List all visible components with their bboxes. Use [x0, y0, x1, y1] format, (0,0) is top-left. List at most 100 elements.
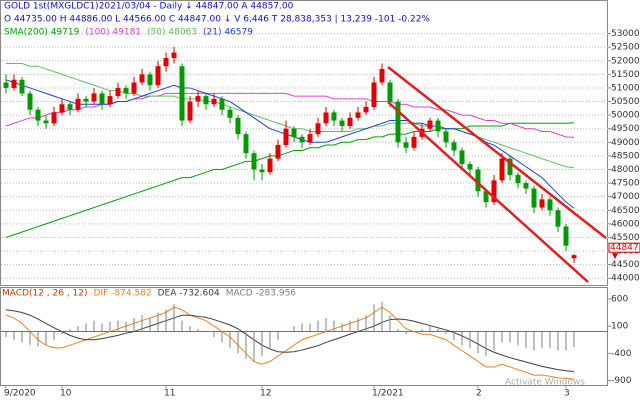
macd-panel — [0, 287, 608, 386]
legend-entry: SMA(200) 49719 — [4, 28, 80, 38]
candle-body — [187, 101, 193, 121]
y-tick-label: 47000 — [611, 192, 640, 202]
candle-body — [459, 150, 465, 165]
y-tick-label: 46000 — [611, 219, 640, 229]
price-tag-box — [608, 242, 640, 253]
candle-body — [211, 98, 217, 105]
series-line — [5, 122, 575, 238]
series-line — [5, 306, 575, 380]
candle-body — [403, 142, 409, 148]
candle-body — [11, 79, 17, 88]
candle-body — [315, 123, 321, 135]
y-tick-label: 52000 — [611, 56, 640, 66]
y-tick-label: 50000 — [611, 111, 640, 121]
channel-lower — [387, 101, 589, 283]
y-tick-label: -400 — [611, 349, 632, 359]
y-tick-label: 47500 — [611, 179, 640, 189]
candle-body — [179, 66, 185, 121]
candle-body — [323, 112, 329, 124]
candle-body — [443, 131, 449, 143]
candle-body — [99, 93, 105, 105]
y-tick-label: 48000 — [611, 165, 640, 175]
y-tick-label: 49000 — [611, 138, 640, 148]
candle-body — [467, 164, 473, 170]
macd-title: MACD(12 , 26 , 12) — [2, 289, 88, 299]
candle-body — [475, 169, 481, 192]
candle-body — [363, 106, 369, 113]
candle-body — [555, 210, 561, 227]
candle-body — [571, 255, 577, 259]
legend-entry: (50) 48063 — [147, 28, 197, 38]
candle-body — [411, 136, 417, 148]
price-panel — [0, 0, 608, 286]
y-tick-label: 51500 — [611, 70, 640, 80]
legend-entry: (21) 46579 — [203, 28, 253, 38]
candle-body — [483, 191, 489, 203]
y-tick-label: 49500 — [611, 124, 640, 134]
candle-body — [427, 120, 433, 129]
candle-body — [347, 117, 353, 126]
candle-body — [307, 134, 313, 143]
candle-body — [531, 188, 537, 208]
candle-body — [515, 174, 521, 184]
series-line — [5, 309, 575, 372]
x-tick-label: 3 — [564, 389, 570, 399]
y-tick-label: 48500 — [611, 151, 640, 161]
legend-entry: (100) 49181 — [85, 28, 141, 38]
channel-upper — [387, 66, 607, 239]
y-tick-label: 45500 — [611, 233, 640, 243]
candle-body — [491, 180, 497, 203]
x-tick-label: 11 — [164, 389, 175, 399]
candle-body — [395, 101, 401, 143]
candle-body — [59, 104, 65, 113]
candle-body — [283, 128, 289, 146]
y-tick-label: 44500 — [611, 260, 640, 270]
candle-body — [163, 58, 169, 67]
candle-body — [147, 74, 153, 86]
y-tick-label: -900 — [611, 376, 632, 386]
x-tick-label: 12 — [260, 389, 271, 399]
candle-body — [267, 158, 273, 173]
candle-body — [19, 79, 25, 94]
candle-body — [235, 117, 241, 135]
candle-body — [35, 109, 41, 121]
y-tick-label: 52500 — [611, 43, 640, 53]
candle-body — [563, 226, 569, 246]
candle-body — [195, 96, 201, 102]
legend-entry: DEA -732.604 — [158, 289, 220, 299]
candle-body — [547, 199, 553, 211]
candle-body — [371, 82, 377, 107]
x-tick-label: 1/2021 — [372, 389, 404, 399]
chart-title: GOLD 1st(MXGLDC1)2021/03/04 - Daily ↓ 44… — [4, 2, 294, 12]
y-tick-label: 51000 — [611, 83, 640, 93]
candle-body — [131, 82, 137, 94]
candle-body — [43, 120, 49, 124]
candle-body — [115, 87, 121, 97]
candle-body — [123, 87, 129, 94]
candle-body — [291, 128, 297, 137]
y-tick-label: 46500 — [611, 206, 640, 216]
candle-body — [379, 68, 385, 83]
candle-body — [243, 134, 249, 154]
x-tick-label: 2 — [476, 389, 482, 399]
candle-body — [203, 96, 209, 105]
candle-body — [451, 142, 457, 151]
candle-body — [139, 74, 145, 83]
candle-body — [499, 158, 505, 181]
candle-body — [339, 120, 345, 126]
candle-body — [507, 158, 513, 175]
candle-body — [523, 183, 529, 189]
candle-body — [275, 145, 281, 159]
candle-body — [51, 112, 57, 124]
candle-body — [539, 199, 545, 208]
y-tick-label: 44000 — [611, 274, 640, 284]
y-tick-label: 100 — [611, 322, 628, 332]
y-tick-label: 50500 — [611, 97, 640, 107]
candle-body — [219, 98, 225, 110]
candle-body — [259, 169, 265, 173]
candle-body — [171, 52, 177, 59]
legend-entry: DIF -874.582 — [94, 289, 152, 299]
candle-body — [107, 96, 113, 105]
candle-body — [227, 109, 233, 118]
candle-body — [355, 112, 361, 118]
